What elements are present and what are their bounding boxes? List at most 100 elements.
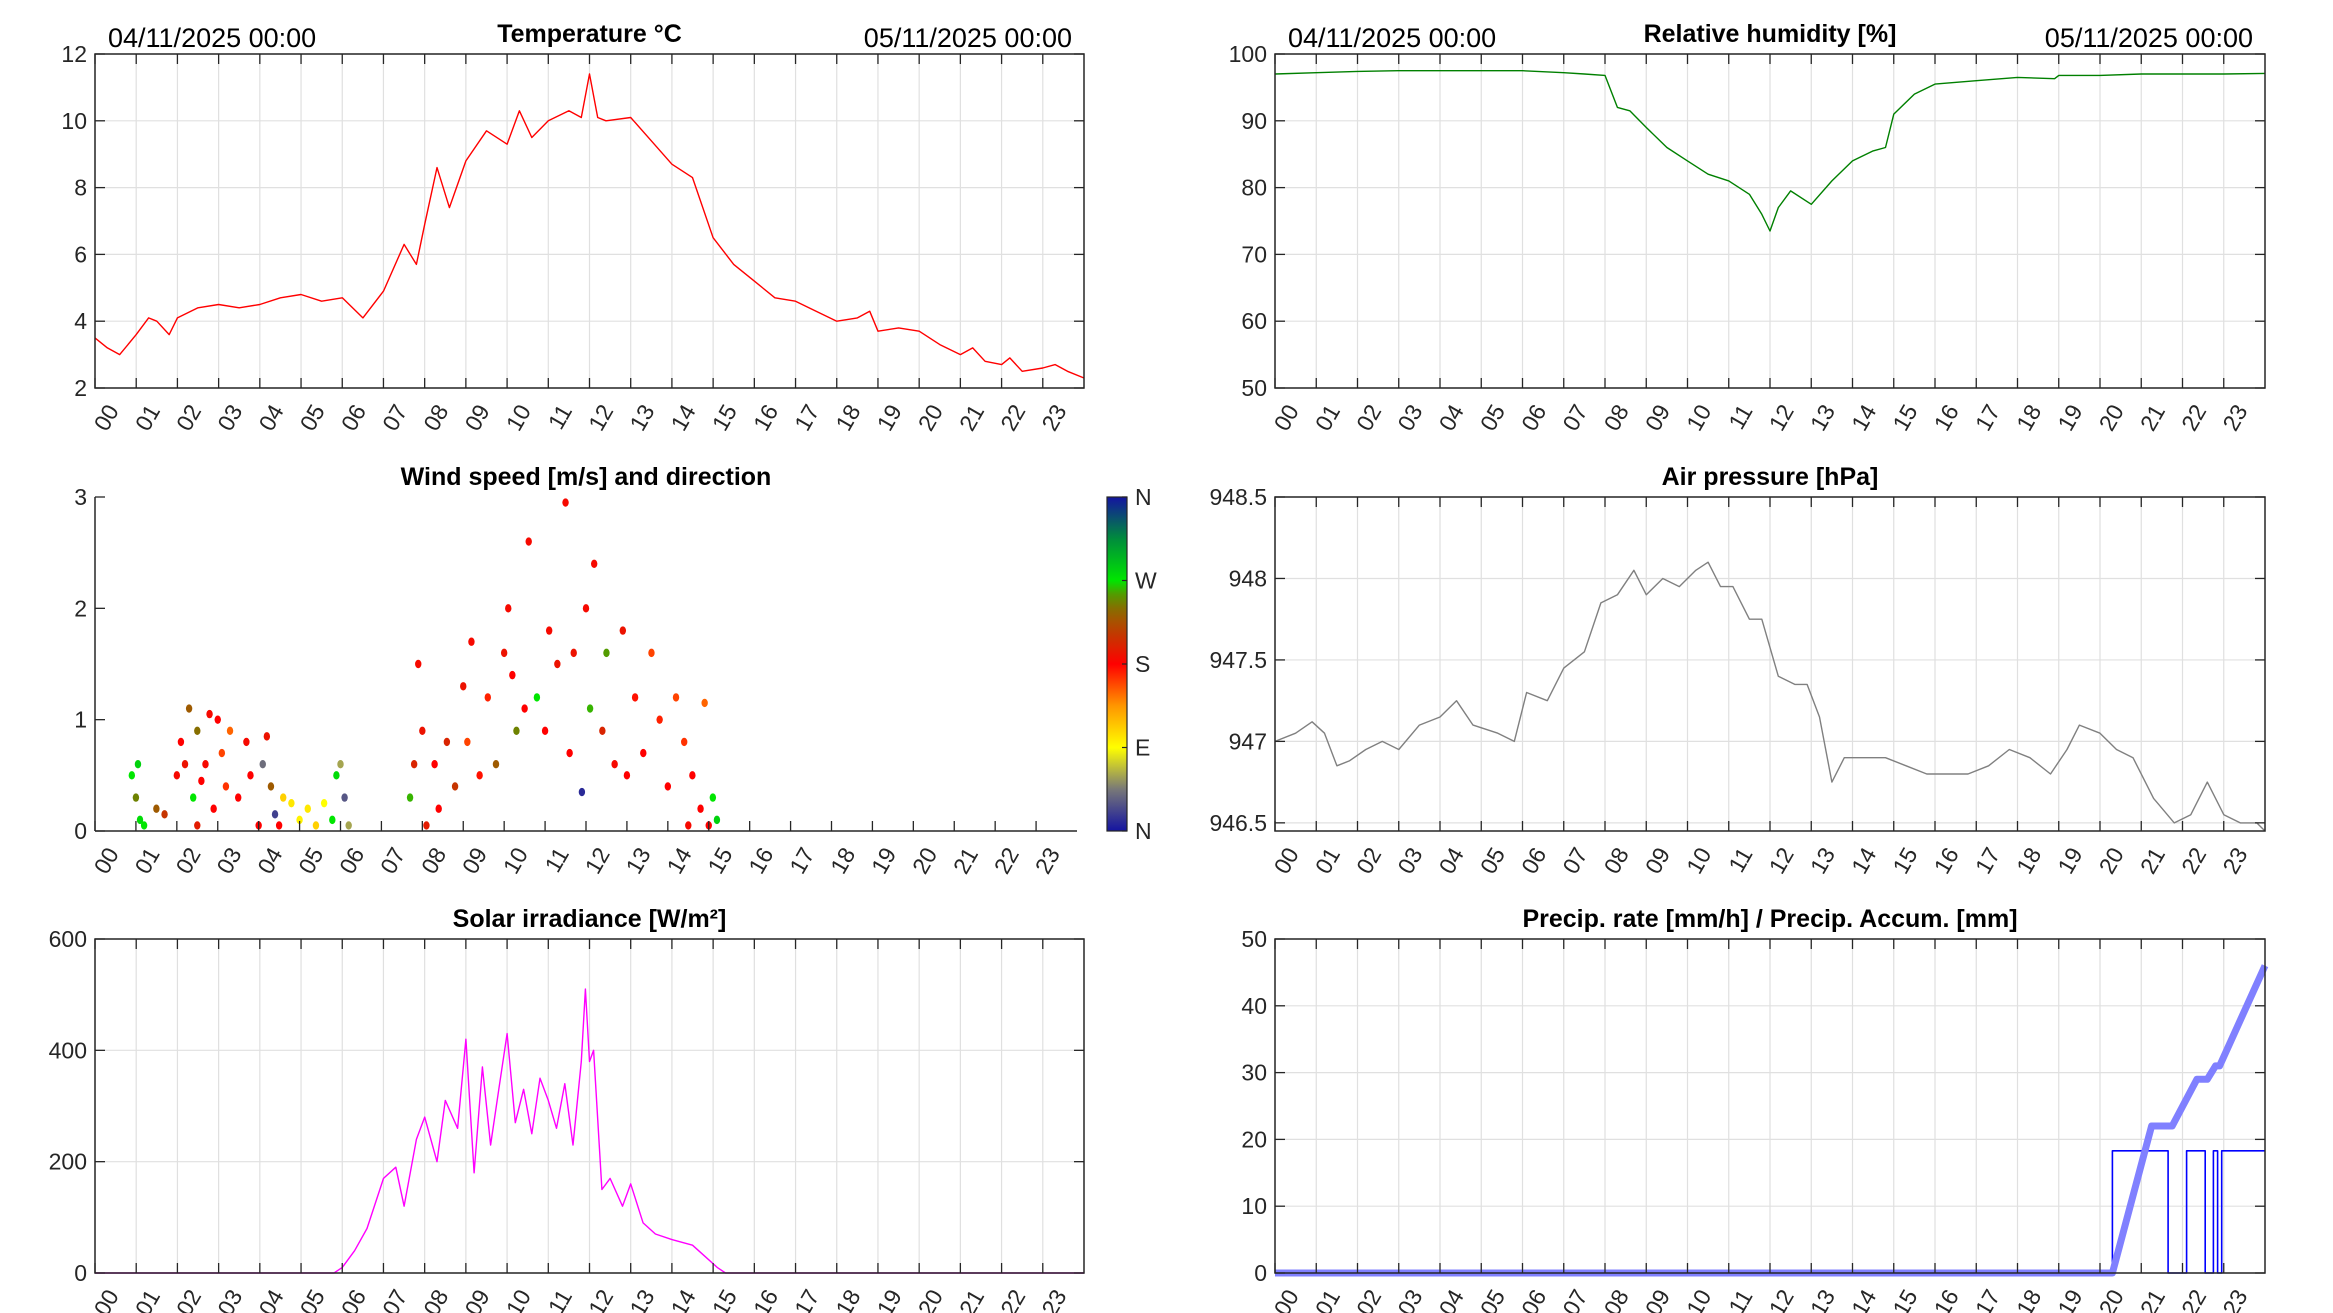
wind-point bbox=[451, 782, 459, 791]
wind-point bbox=[582, 604, 590, 613]
wind-point bbox=[631, 693, 639, 702]
wind-point bbox=[341, 793, 348, 802]
wind-point bbox=[468, 637, 475, 646]
x-tick-label: 06 bbox=[1516, 843, 1551, 878]
x-tick-label: 08 bbox=[418, 1285, 453, 1313]
wind-point bbox=[611, 760, 618, 769]
end-date-label: 05/11/2025 00:00 bbox=[2045, 23, 2253, 53]
wind-point bbox=[709, 793, 717, 802]
temperature-series-0-line bbox=[94, 73, 1085, 379]
x-tick-label: 09 bbox=[1640, 400, 1675, 435]
humidity-chart: 00 01 02 03 04 05 06 07 08 09 10 11 12 13 14 15 16 17 18 19… bbox=[1229, 20, 2266, 435]
x-tick-label: 01 bbox=[129, 843, 164, 878]
x-tick-label: 16 bbox=[1929, 400, 1964, 435]
x-tick-label: 11 bbox=[543, 400, 577, 434]
x-tick-label: 04 bbox=[1434, 1285, 1469, 1313]
y-tick-label: 200 bbox=[49, 1149, 87, 1175]
y-tick-label: 2 bbox=[74, 595, 87, 621]
x-tick-label: 16 bbox=[1929, 843, 1964, 878]
end-date-label: 05/11/2025 00:00 bbox=[864, 23, 1072, 53]
x-tick-label: 02 bbox=[170, 843, 205, 878]
x-tick-label: 14 bbox=[661, 843, 696, 878]
x-tick-label: 20 bbox=[913, 1285, 948, 1313]
y-tick-label: 90 bbox=[1241, 108, 1267, 134]
x-tick-label: 06 bbox=[334, 843, 369, 878]
x-tick-label: 20 bbox=[907, 843, 942, 878]
x-tick-label: 18 bbox=[2011, 1285, 2046, 1313]
x-tick-label: 08 bbox=[1599, 400, 1634, 435]
x-tick-label: 02 bbox=[171, 400, 206, 435]
x-tick-label: 12 bbox=[1764, 1285, 1799, 1313]
wind-point bbox=[689, 771, 696, 780]
wind-point bbox=[697, 804, 704, 813]
colorbar-label: W bbox=[1135, 568, 1157, 594]
x-tick-label: 15 bbox=[702, 843, 737, 878]
wind-point bbox=[140, 821, 148, 830]
y-tick-label: 3 bbox=[74, 484, 87, 510]
x-tick-label: 23 bbox=[2217, 400, 2252, 435]
x-tick-label: 08 bbox=[1599, 843, 1634, 878]
y-tick-label: 10 bbox=[61, 108, 87, 134]
y-tick-label: 10 bbox=[1241, 1193, 1267, 1219]
wind-point bbox=[599, 726, 606, 735]
wind-point bbox=[263, 732, 271, 741]
y-tick-label: 400 bbox=[49, 1037, 87, 1063]
x-tick-label: 21 bbox=[954, 400, 989, 435]
x-tick-label: 19 bbox=[2052, 400, 2087, 435]
x-tick-label: 06 bbox=[336, 400, 371, 435]
wind-point bbox=[153, 804, 160, 813]
wind-point bbox=[685, 821, 692, 830]
wind-point bbox=[500, 648, 508, 658]
x-tick-label: 13 bbox=[1805, 1285, 1840, 1313]
wind-point bbox=[648, 648, 655, 658]
y-tick-label: 946.5 bbox=[1209, 810, 1267, 836]
x-tick-label: 13 bbox=[1805, 843, 1840, 878]
x-tick-label: 05 bbox=[1475, 843, 1510, 878]
wind-point bbox=[329, 815, 336, 825]
x-tick-label: 02 bbox=[1351, 400, 1386, 435]
x-tick-label: 16 bbox=[743, 843, 778, 878]
x-tick-label: 21 bbox=[948, 843, 983, 878]
x-tick-label: 14 bbox=[665, 1285, 700, 1313]
x-tick-label: 20 bbox=[2094, 843, 2129, 878]
y-tick-label: 4 bbox=[74, 308, 87, 334]
x-tick-label: 01 bbox=[1310, 400, 1345, 435]
wind-point bbox=[218, 748, 226, 758]
x-tick-label: 22 bbox=[2176, 843, 2211, 878]
wind-point bbox=[202, 760, 209, 769]
wind-point bbox=[406, 793, 414, 802]
x-tick-label: 23 bbox=[1030, 843, 1065, 878]
y-tick-label: 0 bbox=[1254, 1260, 1267, 1286]
x-tick-label: 18 bbox=[2011, 400, 2046, 435]
start-date-label: 04/11/2025 00:00 bbox=[1288, 23, 1496, 53]
wind-point bbox=[525, 537, 532, 546]
y-tick-label: 40 bbox=[1241, 993, 1267, 1019]
wind-point bbox=[545, 626, 553, 635]
x-tick-label: 23 bbox=[1036, 400, 1071, 435]
x-tick-label: 01 bbox=[1310, 843, 1345, 878]
x-tick-label: 10 bbox=[1681, 1285, 1716, 1313]
x-tick-label: 19 bbox=[872, 400, 907, 435]
wind-point bbox=[243, 737, 250, 747]
precip-chart: 00 01 02 03 04 05 06 07 08 09 10 11 12 13 14 15 16 17 18 19… bbox=[1241, 905, 2269, 1313]
x-tick-label: 06 bbox=[336, 1285, 371, 1313]
wind-point bbox=[701, 698, 708, 708]
wind-point bbox=[460, 682, 467, 691]
x-tick-label: 04 bbox=[252, 843, 287, 878]
wind-point bbox=[554, 659, 561, 669]
x-tick-label: 07 bbox=[377, 1285, 412, 1313]
x-tick-label: 08 bbox=[418, 400, 453, 435]
x-tick-label: 12 bbox=[583, 400, 618, 435]
wind-point bbox=[509, 670, 516, 680]
x-tick-label: 15 bbox=[1887, 1285, 1922, 1313]
x-tick-label: 22 bbox=[989, 843, 1024, 878]
x-tick-label: 12 bbox=[583, 1285, 618, 1313]
wind-point bbox=[333, 771, 340, 780]
wind-point bbox=[134, 760, 142, 769]
x-tick-label: 09 bbox=[459, 1285, 494, 1313]
wind-point bbox=[681, 737, 688, 747]
x-tick-label: 18 bbox=[825, 843, 860, 878]
x-tick-label: 05 bbox=[293, 843, 328, 878]
wind-point bbox=[623, 771, 631, 780]
wind-point bbox=[271, 810, 279, 819]
